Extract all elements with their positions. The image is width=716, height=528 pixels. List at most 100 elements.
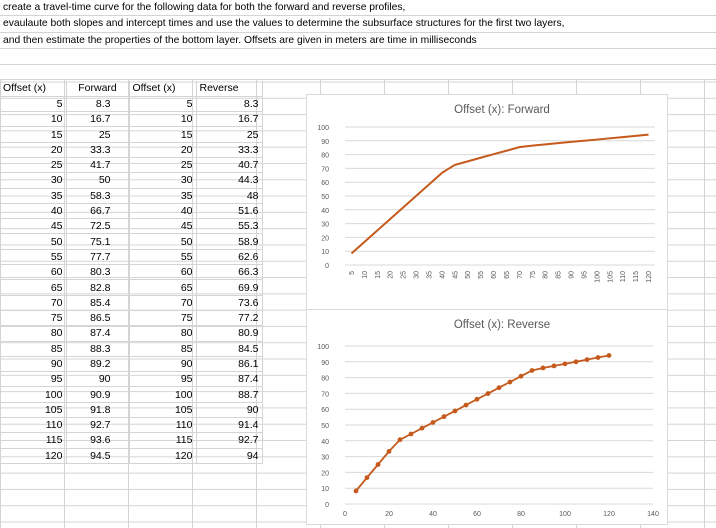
reverse-cell[interactable]: 73.6 — [196, 295, 263, 311]
offset-reverse-cell[interactable]: 65 — [129, 279, 197, 296]
forward-cell[interactable]: 94.5 — [66, 448, 130, 464]
prompt-line[interactable]: evaulaute both slopes and intercept time… — [0, 16, 716, 33]
forward-cell[interactable]: 33.3 — [66, 142, 130, 158]
forward-cell[interactable]: 8.3 — [66, 96, 130, 113]
forward-cell[interactable]: 66.7 — [66, 203, 130, 220]
prompt-line[interactable]: create a travel-time curve for the follo… — [0, 0, 716, 17]
offset-forward-cell[interactable]: 15 — [0, 126, 67, 143]
forward-cell[interactable]: 92.7 — [66, 417, 130, 434]
forward-cell[interactable]: 50 — [66, 172, 130, 189]
reverse-cell[interactable]: 87.4 — [196, 371, 263, 388]
reverse-cell[interactable]: 86.1 — [196, 356, 263, 373]
reverse-cell[interactable]: 91.4 — [196, 417, 263, 434]
offset-reverse-cell[interactable]: 120 — [129, 448, 197, 464]
reverse-cell[interactable]: 69.9 — [196, 279, 263, 296]
offset-forward-cell[interactable]: 100 — [0, 386, 67, 403]
forward-chart[interactable]: Offset (x): Forward 0 10 20 30 40 50 60 70 80 90 10… — [306, 94, 668, 310]
offset-reverse-cell[interactable]: 85 — [129, 341, 197, 357]
offset-reverse-cell[interactable]: 25 — [129, 157, 197, 174]
offset-forward-cell[interactable]: 115 — [0, 432, 67, 449]
forward-cell[interactable]: 41.7 — [66, 157, 130, 174]
offset-forward-cell[interactable]: 30 — [0, 172, 67, 189]
offset-reverse-cell[interactable]: 40 — [129, 203, 197, 220]
offset-forward-cell[interactable]: 25 — [0, 157, 67, 174]
offset-reverse-cell[interactable]: 50 — [129, 233, 197, 250]
offset-forward-cell[interactable]: 60 — [0, 264, 67, 281]
offset-reverse-cell[interactable]: 95 — [129, 371, 197, 388]
header-offset-forward[interactable]: Offset (x) — [0, 81, 67, 97]
reverse-cell[interactable]: 62.6 — [196, 249, 263, 266]
offset-reverse-cell[interactable]: 110 — [129, 417, 197, 434]
offset-reverse-cell[interactable]: 30 — [129, 172, 197, 189]
forward-cell[interactable]: 58.3 — [66, 188, 130, 204]
offset-reverse-cell[interactable]: 20 — [129, 142, 197, 158]
reverse-cell[interactable]: 16.7 — [196, 111, 263, 128]
offset-forward-cell[interactable]: 35 — [0, 188, 67, 204]
reverse-cell[interactable]: 84.5 — [196, 341, 263, 357]
offset-reverse-cell[interactable]: 5 — [129, 96, 197, 113]
offset-forward-cell[interactable]: 50 — [0, 233, 67, 250]
offset-forward-cell[interactable]: 45 — [0, 218, 67, 235]
reverse-cell[interactable]: 55.3 — [196, 218, 263, 235]
forward-cell[interactable]: 77.7 — [66, 249, 130, 266]
offset-forward-cell[interactable]: 40 — [0, 203, 67, 220]
reverse-cell[interactable]: 8.3 — [196, 96, 263, 113]
offset-forward-cell[interactable]: 95 — [0, 371, 67, 388]
reverse-cell[interactable]: 92.7 — [196, 432, 263, 449]
offset-reverse-cell[interactable]: 60 — [129, 264, 197, 281]
reverse-cell[interactable]: 44.3 — [196, 172, 263, 189]
offset-reverse-cell[interactable]: 10 — [129, 111, 197, 128]
offset-forward-cell[interactable]: 75 — [0, 310, 67, 327]
reverse-cell[interactable]: 51.6 — [196, 203, 263, 220]
reverse-cell[interactable]: 48 — [196, 188, 263, 204]
offset-reverse-cell[interactable]: 100 — [129, 386, 197, 403]
prompt-line[interactable]: and then estimate the properties of the … — [0, 33, 716, 49]
reverse-cell[interactable]: 90 — [196, 402, 263, 419]
forward-cell[interactable]: 25 — [66, 126, 130, 143]
forward-cell[interactable]: 16.7 — [66, 111, 130, 128]
reverse-cell[interactable]: 88.7 — [196, 386, 263, 403]
offset-forward-cell[interactable]: 105 — [0, 402, 67, 419]
reverse-chart[interactable]: Offset (x): Reverse 0 10 20 30 40 50 60 70 80 90 10… — [306, 309, 668, 525]
reverse-cell[interactable]: 80.9 — [196, 325, 263, 342]
offset-reverse-cell[interactable]: 80 — [129, 325, 197, 342]
empty-row[interactable] — [0, 49, 716, 66]
offset-forward-cell[interactable]: 5 — [0, 96, 67, 113]
offset-forward-cell[interactable]: 65 — [0, 279, 67, 296]
forward-cell[interactable]: 88.3 — [66, 341, 130, 357]
forward-cell[interactable]: 87.4 — [66, 325, 130, 342]
offset-forward-cell[interactable]: 70 — [0, 295, 67, 311]
offset-reverse-cell[interactable]: 45 — [129, 218, 197, 235]
header-offset-reverse[interactable]: Offset (x) — [129, 81, 197, 97]
forward-cell[interactable]: 93.6 — [66, 432, 130, 449]
empty-row[interactable] — [0, 65, 716, 81]
forward-cell[interactable]: 80.3 — [66, 264, 130, 281]
header-forward[interactable]: Forward — [66, 81, 130, 97]
forward-cell[interactable]: 89.2 — [66, 356, 130, 373]
forward-cell[interactable]: 85.4 — [66, 295, 130, 311]
offset-reverse-cell[interactable]: 70 — [129, 295, 197, 311]
offset-forward-cell[interactable]: 10 — [0, 111, 67, 128]
forward-cell[interactable]: 86.5 — [66, 310, 130, 327]
header-reverse[interactable]: Reverse — [196, 81, 263, 97]
forward-cell[interactable]: 82.8 — [66, 279, 130, 296]
forward-cell[interactable]: 72.5 — [66, 218, 130, 235]
reverse-cell[interactable]: 58.9 — [196, 233, 263, 250]
offset-reverse-cell[interactable]: 15 — [129, 126, 197, 143]
reverse-cell[interactable]: 40.7 — [196, 157, 263, 174]
offset-forward-cell[interactable]: 80 — [0, 325, 67, 342]
reverse-cell[interactable]: 77.2 — [196, 310, 263, 327]
reverse-cell[interactable]: 94 — [196, 448, 263, 464]
reverse-cell[interactable]: 66.3 — [196, 264, 263, 281]
offset-forward-cell[interactable]: 110 — [0, 417, 67, 434]
offset-reverse-cell[interactable]: 75 — [129, 310, 197, 327]
offset-forward-cell[interactable]: 90 — [0, 356, 67, 373]
offset-reverse-cell[interactable]: 55 — [129, 249, 197, 266]
reverse-cell[interactable]: 25 — [196, 126, 263, 143]
offset-forward-cell[interactable]: 120 — [0, 448, 67, 464]
offset-forward-cell[interactable]: 20 — [0, 142, 67, 158]
forward-cell[interactable]: 75.1 — [66, 233, 130, 250]
offset-reverse-cell[interactable]: 115 — [129, 432, 197, 449]
offset-forward-cell[interactable]: 55 — [0, 249, 67, 266]
forward-cell[interactable]: 90.9 — [66, 386, 130, 403]
